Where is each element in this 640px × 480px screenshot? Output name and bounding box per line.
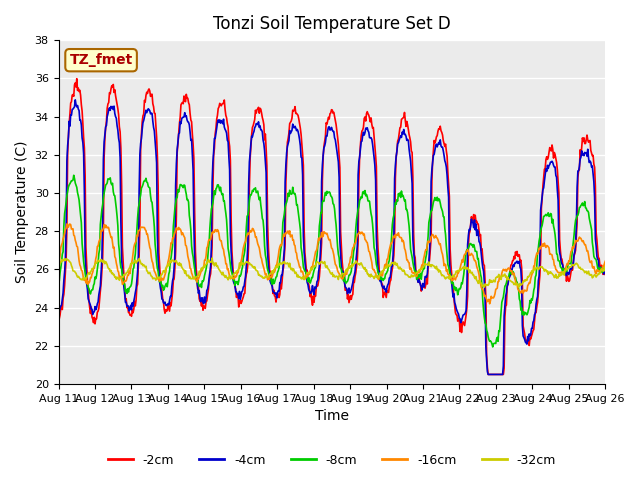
-4cm [177,121,185,127]
-16cm [122,278,129,284]
-4cm [72,97,79,103]
-2cm [177,102,185,108]
-32cm [121,272,129,278]
-4cm [54,310,62,316]
-4cm [65,134,72,140]
-4cm [206,270,214,276]
-16cm [177,228,185,233]
-4cm [399,131,407,137]
-2cm [484,372,492,377]
Text: TZ_fmet: TZ_fmet [70,53,132,67]
Line: -8cm: -8cm [58,175,605,347]
-8cm [54,280,62,286]
Title: Tonzi Soil Temperature Set D: Tonzi Soil Temperature Set D [213,15,451,33]
-8cm [65,184,72,190]
-8cm [489,344,497,350]
-8cm [70,172,77,178]
-16cm [415,269,423,275]
-2cm [206,274,214,280]
-4cm [602,265,609,271]
-2cm [122,296,129,302]
-8cm [415,272,423,277]
-8cm [206,225,214,231]
-2cm [54,313,62,319]
-32cm [205,258,213,264]
-8cm [177,182,185,188]
-16cm [486,301,493,307]
-32cm [208,255,216,261]
Legend: -2cm, -4cm, -8cm, -16cm, -32cm: -2cm, -4cm, -8cm, -16cm, -32cm [102,449,561,472]
-16cm [65,221,73,227]
-8cm [399,192,407,198]
Line: -2cm: -2cm [58,79,605,374]
-2cm [73,76,81,82]
-4cm [122,300,129,305]
-16cm [206,237,214,243]
-4cm [415,277,423,283]
-16cm [602,258,609,264]
-32cm [602,264,609,269]
-2cm [65,133,72,139]
-32cm [399,268,407,274]
-4cm [484,372,492,377]
-32cm [54,263,62,268]
X-axis label: Time: Time [315,409,349,423]
-8cm [602,264,609,270]
-16cm [63,221,71,227]
-16cm [54,262,62,268]
-32cm [177,263,184,268]
Line: -4cm: -4cm [58,100,605,374]
-8cm [122,289,129,295]
-32cm [415,267,423,273]
-2cm [399,115,407,121]
-2cm [602,272,609,277]
Y-axis label: Soil Temperature (C): Soil Temperature (C) [15,141,29,283]
-32cm [515,284,522,290]
-32cm [65,257,72,263]
Line: -16cm: -16cm [58,224,605,304]
-16cm [399,238,407,243]
Line: -32cm: -32cm [58,258,605,287]
-2cm [415,276,423,281]
